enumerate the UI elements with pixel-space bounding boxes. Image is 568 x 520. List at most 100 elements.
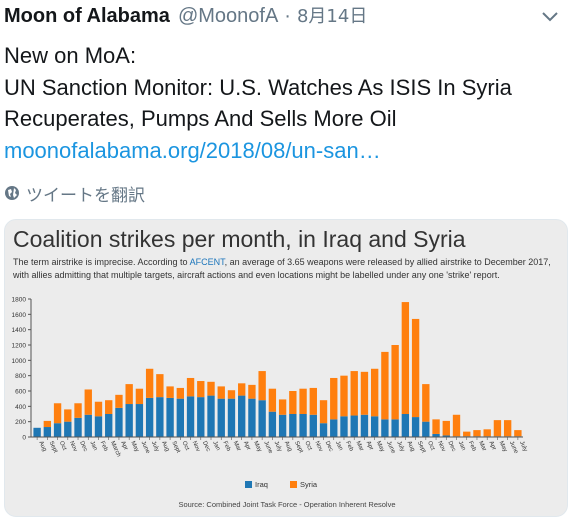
article-link[interactable]: moonofalabama.org/2018/08/un-san… <box>4 137 381 163</box>
bar-syria <box>391 345 399 420</box>
x-tick-label: Aug <box>160 440 170 452</box>
bar-syria <box>442 420 450 436</box>
x-tick-label: July <box>395 440 405 452</box>
x-tick-label: Dec <box>324 440 334 452</box>
author-name[interactable]: Moon of Alabama <box>4 5 170 27</box>
bar-iraq <box>238 395 246 437</box>
bar-syria <box>381 351 389 420</box>
tweet-date[interactable]: 8月14日 <box>296 6 368 27</box>
chart-card[interactable]: Coalition strikes per month, in Iraq and… <box>4 219 568 517</box>
bar-syria <box>238 383 246 396</box>
x-tick-label: Sept <box>293 440 304 454</box>
description-text: , an average of 3.65 weapons were releas… <box>13 257 551 280</box>
legend-swatch-iraq <box>245 481 252 488</box>
bar-iraq <box>319 423 328 437</box>
bar-iraq <box>289 414 297 437</box>
bar-iraq <box>370 416 379 437</box>
x-tick-label: Mar <box>354 440 364 452</box>
bar-iraq <box>442 435 450 437</box>
x-tick-label: Dec <box>78 440 88 452</box>
bar-syria <box>514 430 522 437</box>
x-tick-label: June <box>385 440 396 455</box>
bar-iraq <box>299 414 307 437</box>
bar-iraq <box>258 400 266 437</box>
x-tick-label: Aug <box>406 440 416 452</box>
translate-label: ツイートを翻訳 <box>26 185 145 206</box>
bar-syria <box>422 384 430 422</box>
x-tick-label: Nov <box>191 440 201 452</box>
bar-iraq <box>268 411 277 437</box>
x-tick-label: Jan <box>211 440 221 451</box>
bar-syria <box>350 371 358 416</box>
x-tick-label: May <box>375 440 385 453</box>
bar-iraq <box>94 416 103 437</box>
x-tick-label: Oct <box>426 440 436 451</box>
bar-syria <box>401 302 410 414</box>
bar-syria <box>493 420 502 437</box>
bar-iraq <box>115 407 123 437</box>
bar-syria <box>84 389 92 415</box>
x-tick-label: July <box>518 440 528 452</box>
bar-syria <box>330 377 338 420</box>
x-tick-label: Jan <box>334 440 344 451</box>
x-tick-label: Nov <box>436 440 446 452</box>
header-separator: · <box>284 5 291 27</box>
x-tick-label: Nov <box>313 440 323 452</box>
bar-iraq <box>166 397 174 437</box>
x-tick-label: Apr <box>242 440 251 451</box>
x-tick-label: May <box>129 440 139 453</box>
tweet-text-line: New on MoA: <box>4 43 137 68</box>
x-tick-label: June <box>140 440 151 455</box>
chart-source: Source: Combined Joint Task Force - Oper… <box>178 500 396 509</box>
bar-syria <box>411 318 420 418</box>
x-tick-label: Sept <box>416 440 427 454</box>
x-tick-label: Oct <box>58 440 68 451</box>
x-tick-label: Dec <box>201 440 211 452</box>
tweet-text: New on MoA: UN Sanction Monitor: U.S. Wa… <box>4 40 564 166</box>
author-handle[interactable]: @MoonofA <box>177 5 279 27</box>
x-tick-label: Apr <box>365 440 374 451</box>
x-tick-label: Sept <box>48 440 59 454</box>
bar-iraq <box>33 427 41 437</box>
translate-tweet-button[interactable]: ツイートを翻訳 <box>4 181 145 206</box>
bar-iraq <box>135 404 144 437</box>
bar-syria <box>115 394 123 408</box>
chevron-down-icon[interactable] <box>540 8 560 24</box>
bar-syria <box>452 414 461 437</box>
bar-iraq <box>64 421 72 437</box>
x-tick-label: Jan <box>88 440 98 451</box>
bar-syria <box>432 419 440 434</box>
bar-iraq <box>381 419 389 437</box>
bar-syria <box>64 409 72 422</box>
bar-iraq <box>401 414 410 437</box>
bar-syria <box>463 431 471 437</box>
bar-syria <box>503 420 512 437</box>
bar-iraq <box>186 396 195 437</box>
x-tick-label: July <box>273 440 283 452</box>
bar-syria <box>258 371 266 401</box>
bar-syria <box>268 388 277 412</box>
bar-syria <box>156 374 164 398</box>
x-tick-label: Feb <box>99 440 109 453</box>
bar-iraq <box>197 397 205 437</box>
x-tick-label: June <box>508 440 519 455</box>
tweet-text-line: UN Sanction Monitor: U.S. Watches As ISI… <box>4 74 512 100</box>
y-tick-label: 200 <box>15 419 26 426</box>
x-tick-label: Mar <box>477 440 487 452</box>
afcent-link[interactable]: AFCENT <box>189 257 225 267</box>
bar-syria <box>74 403 82 418</box>
bar-syria <box>319 400 328 424</box>
chart-title: Coalition strikes per month, in Iraq and… <box>13 226 466 252</box>
x-tick-label: Dec <box>446 440 456 452</box>
legend-label-syria: Syria <box>300 480 318 489</box>
bar-iraq <box>340 416 348 437</box>
y-tick-label: 600 <box>15 389 26 396</box>
y-tick-label: 400 <box>15 404 26 411</box>
bar-iraq <box>391 419 399 437</box>
bar-iraq <box>411 417 420 437</box>
bar-syria <box>135 388 144 405</box>
bar-syria <box>186 377 195 397</box>
x-tick-label: Aug <box>37 440 47 452</box>
legend-swatch-syria <box>290 481 297 488</box>
